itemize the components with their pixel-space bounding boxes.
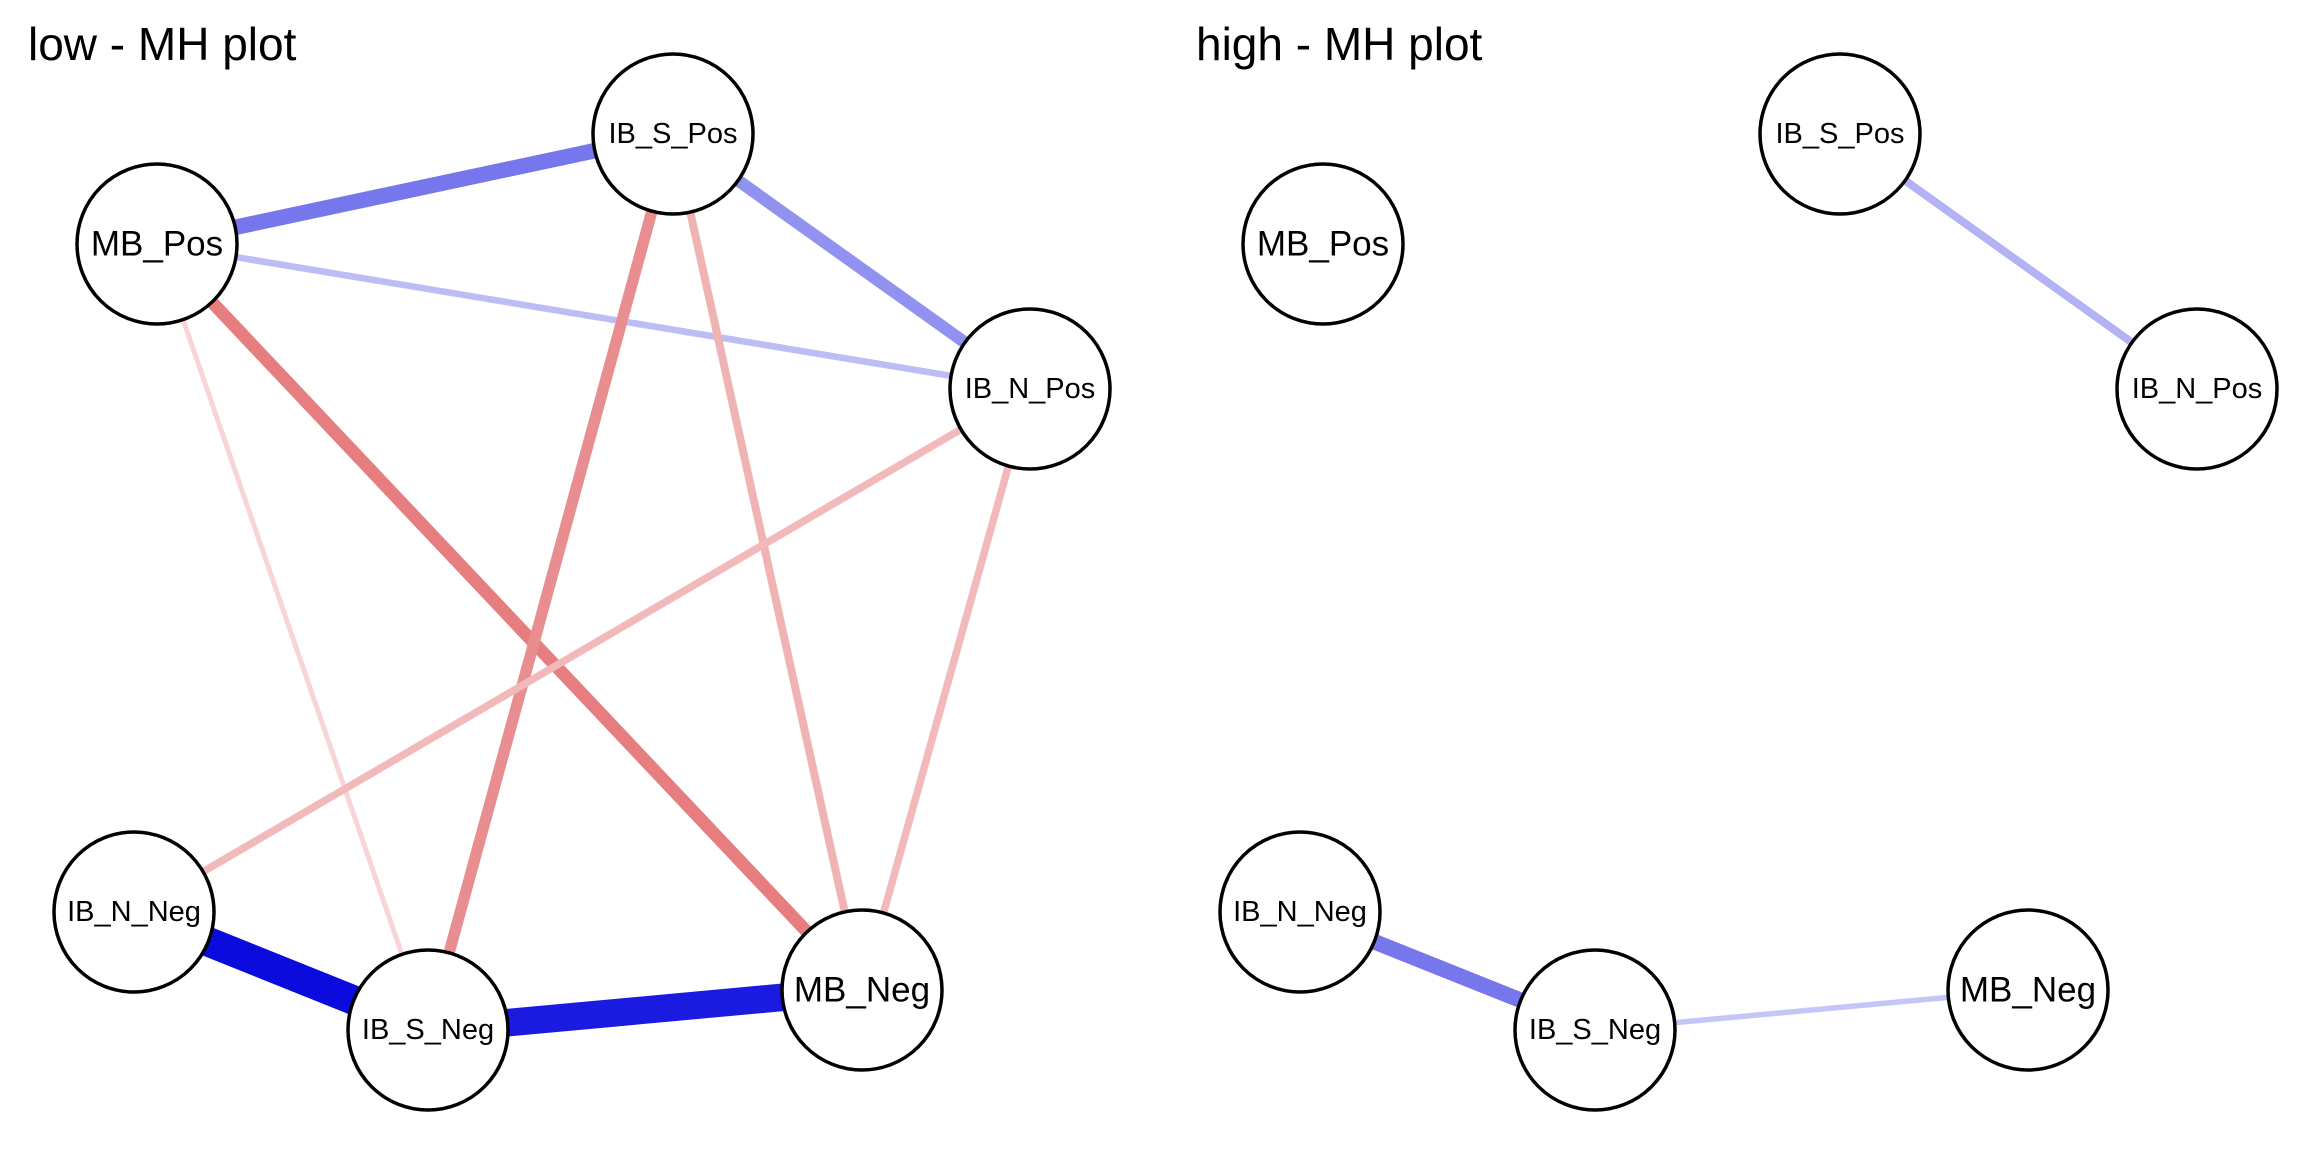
node-IB_S_Neg: IB_S_Neg xyxy=(346,948,510,1112)
panel-low: low - MH plot IB_S_Pos MB_Pos IB_N_Pos IB_N… xyxy=(28,18,1112,1112)
edge-MB_Pos-IB_N_Pos xyxy=(156,240,1031,393)
edges-low xyxy=(128,126,1034,1044)
node-MB_Pos: MB_Pos xyxy=(75,162,239,326)
node-label: MB_Pos xyxy=(91,225,223,264)
node-circle xyxy=(1241,162,1405,326)
edge-IB_N_Pos-IB_N_Neg xyxy=(132,385,1032,916)
node-MB_Neg: MB_Neg xyxy=(1946,908,2110,1072)
edge-MB_Pos-MB_Neg xyxy=(152,239,867,995)
node-circle xyxy=(1946,908,2110,1072)
node-MB_Pos: MB_Pos xyxy=(1241,162,1405,326)
panel-high: high - MH plot IB_S_PosMB_PosIB_N_PosIB_… xyxy=(1196,18,2279,1112)
node-circle xyxy=(346,948,510,1112)
node-circle xyxy=(75,162,239,326)
node-label: IB_S_Pos xyxy=(609,118,738,150)
edge-IB_S_Pos-IB_S_Neg xyxy=(422,132,679,1032)
node-label: IB_S_Neg xyxy=(1529,1014,1661,1046)
node-circle xyxy=(2115,307,2279,471)
nodes-low: IB_S_Pos MB_Pos IB_N_Pos IB_N_Neg IB_S_Neg MB… xyxy=(52,52,1112,1112)
node-label: MB_Pos xyxy=(1257,225,1389,264)
node-IB_N_Neg: IB_N_Neg xyxy=(52,830,216,994)
node-circle xyxy=(1218,830,1382,994)
node-IB_S_Pos: IB_S_Pos xyxy=(1758,52,1922,216)
edge-MB_Pos-IB_S_Neg xyxy=(154,243,431,1031)
node-MB_Neg: MB_Neg xyxy=(780,908,944,1072)
node-circle xyxy=(591,52,755,216)
node-IB_N_Pos: IB_N_Pos xyxy=(948,307,1112,471)
panel-title-low: low - MH plot xyxy=(28,18,297,70)
node-circle xyxy=(780,908,944,1072)
node-label: IB_S_Neg xyxy=(362,1014,494,1046)
node-circle xyxy=(1513,948,1677,1112)
node-IB_N_Pos: IB_N_Pos xyxy=(2115,307,2279,471)
node-IB_S_Neg: IB_S_Neg xyxy=(1513,948,1677,1112)
edges-high xyxy=(1297,130,2200,1038)
node-label: IB_S_Pos xyxy=(1776,118,1905,150)
edge-IB_S_Pos-MB_Neg xyxy=(669,133,866,991)
node-label: IB_N_Neg xyxy=(1233,896,1367,928)
node-label: IB_N_Pos xyxy=(2132,373,2263,405)
node-label: MB_Neg xyxy=(1960,971,2096,1010)
node-circle xyxy=(948,307,1112,471)
nodes-high: IB_S_Pos MB_Pos IB_N_Pos IB_N_Neg IB_S_Neg MB… xyxy=(1218,52,2279,1112)
node-label: MB_Neg xyxy=(794,971,930,1010)
edge-MB_Pos-IB_S_Pos xyxy=(155,126,675,252)
edge-IB_N_Pos-MB_Neg xyxy=(858,387,1034,992)
node-label: IB_N_Neg xyxy=(67,896,201,928)
node-circle xyxy=(52,830,216,994)
node-IB_S_Pos: IB_S_Pos xyxy=(591,52,755,216)
node-label: IB_N_Pos xyxy=(965,373,1096,405)
node-IB_N_Neg: IB_N_Neg xyxy=(1218,830,1382,994)
node-circle xyxy=(1758,52,1922,216)
panel-title-high: high - MH plot xyxy=(1196,18,1483,70)
